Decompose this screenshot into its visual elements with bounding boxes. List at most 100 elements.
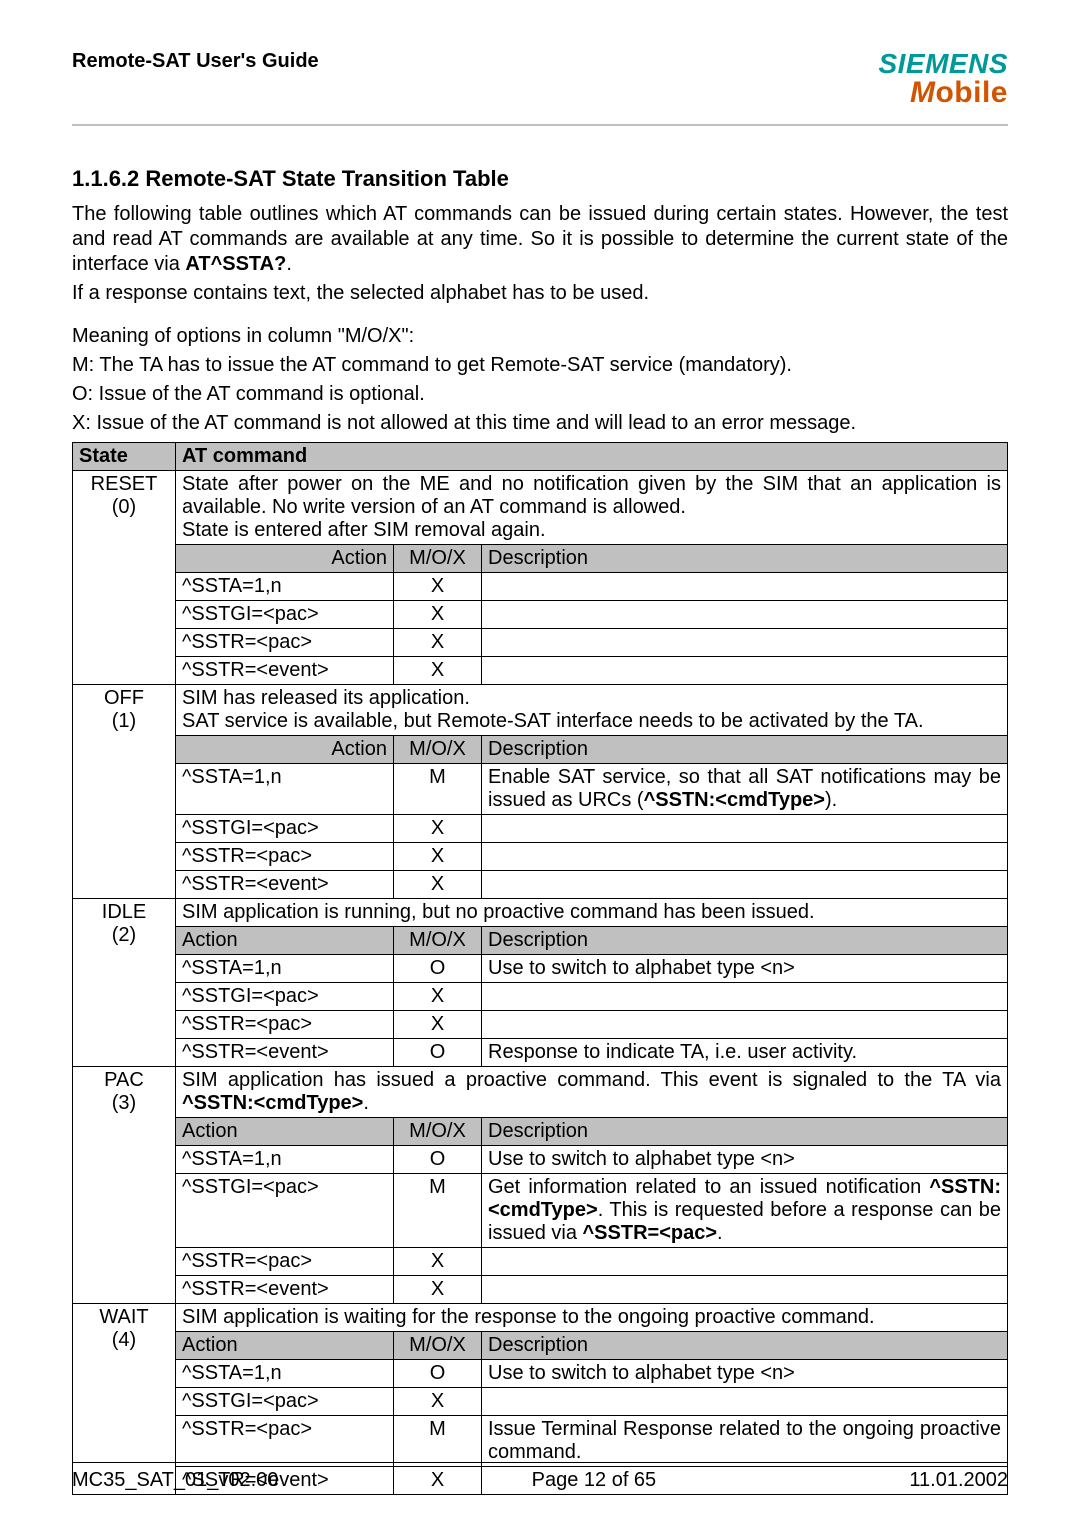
pac-description: SIM application has issued a proactive c… [176,1067,1008,1118]
table-row: ^SSTA=1,n [176,955,394,983]
brand-m: M [910,76,936,109]
meaning-o: O: Issue of the AT command is optional. [72,382,1008,407]
brand-line2: Mobile [878,78,1008,108]
col-mox: M/O/X [394,1332,482,1360]
meaning-head: Meaning of options in column "M/O/X": [72,324,1008,349]
col-action: Action [176,1118,394,1146]
col-description: Description [482,736,1008,764]
footer-left: MC35_SAT_01_v02.00 [72,1469,278,1492]
col-description: Description [482,927,1008,955]
table-row: Get information related to an issued not… [482,1174,1008,1248]
table-row [482,1276,1008,1304]
table-row [482,871,1008,899]
pac-sstgi-end: . [717,1222,723,1244]
table-row: ^SSTA=1,n [176,1146,394,1174]
table-row: Use to switch to alphabet type <n> [482,1146,1008,1174]
table-row: X [394,1388,482,1416]
table-row [482,629,1008,657]
table-row: ^SSTR=<event> [176,657,394,685]
pac-text-a: SIM application has issued a proactive c… [182,1069,1001,1091]
table-row: ^SSTGI=<pac> [176,1388,394,1416]
table-row [482,1248,1008,1276]
intro-text-1-end: . [286,253,292,275]
table-row: ^SSTR=<pac> [176,1416,394,1467]
table-row: ^SSTGI=<pac> [176,601,394,629]
col-action: Action [176,545,394,573]
col-description: Description [482,1118,1008,1146]
table-row: M [394,764,482,815]
table-row [482,815,1008,843]
pac-sstgi-b2: ^SSTR=<pac> [583,1222,718,1244]
col-description: Description [482,1332,1008,1360]
pac-text-bold: ^SSTN:<cmdType> [182,1092,363,1114]
wait-description: SIM application is waiting for the respo… [176,1304,1008,1332]
table-row: Response to indicate TA, i.e. user activ… [482,1039,1008,1067]
brand-rest: obile [935,76,1008,109]
table-row: ^SSTA=1,n [176,573,394,601]
table-row: X [394,1248,482,1276]
table-row: X [394,843,482,871]
table-row: ^SSTR=<event> [176,871,394,899]
intro-bold: AT^SSTA? [185,253,286,275]
col-mox: M/O/X [394,927,482,955]
table-row: ^SSTGI=<pac> [176,1174,394,1248]
table-row: ^SSTR=<event> [176,1276,394,1304]
pac-text-b: . [363,1092,369,1114]
table-row: O [394,1360,482,1388]
table-row: Enable SAT service, so that all SAT noti… [482,764,1008,815]
page-footer: MC35_SAT_01_v02.00 Page 12 of 65 11.01.2… [72,1462,1008,1492]
table-row [482,843,1008,871]
th-state: State [73,443,176,471]
table-row: Use to switch to alphabet type <n> [482,955,1008,983]
intro-paragraph-2: If a response contains text, the selecte… [72,281,1008,306]
table-row: Use to switch to alphabet type <n> [482,1360,1008,1388]
off-ssta-bold: ^SSTN:<cmdType> [644,789,825,811]
state-idle: IDLE(2) [73,899,176,1067]
table-row: ^SSTR=<pac> [176,1011,394,1039]
brand-logo: SIEMENS Mobile [878,50,1008,108]
table-row: ^SSTR=<event> [176,1039,394,1067]
col-mox: M/O/X [394,1118,482,1146]
th-at-command: AT command [176,443,1008,471]
footer-center: Page 12 of 65 [532,1469,657,1492]
state-reset: RESET(0) [73,471,176,685]
col-description: Description [482,545,1008,573]
meaning-m: M: The TA has to issue the AT command to… [72,353,1008,378]
table-row: ^SSTGI=<pac> [176,983,394,1011]
doc-title: Remote-SAT User's Guide [72,50,319,73]
table-row: O [394,955,482,983]
intro-paragraph-1: The following table outlines which AT co… [72,202,1008,277]
col-mox: M/O/X [394,545,482,573]
table-row: X [394,657,482,685]
footer-divider [72,1462,1008,1463]
table-row: ^SSTGI=<pac> [176,815,394,843]
table-row: ^SSTA=1,n [176,764,394,815]
header-divider [72,124,1008,126]
off-description: SIM has released its application.SAT ser… [176,685,1008,736]
table-row: X [394,815,482,843]
table-row: X [394,871,482,899]
col-action: Action [176,736,394,764]
table-row: X [394,1011,482,1039]
table-row: M [394,1416,482,1467]
table-row [482,601,1008,629]
table-row [482,983,1008,1011]
state-off: OFF(1) [73,685,176,899]
transition-table: State AT command RESET(0) State after po… [72,442,1008,1495]
table-row: ^SSTR=<pac> [176,629,394,657]
meaning-x: X: Issue of the AT command is not allowe… [72,411,1008,436]
table-row: M [394,1174,482,1248]
table-row [482,1011,1008,1039]
table-row: X [394,601,482,629]
table-row: ^SSTR=<pac> [176,843,394,871]
off-ssta-b: ). [825,789,837,811]
table-row: ^SSTA=1,n [176,1360,394,1388]
table-row [482,573,1008,601]
brand-line1: SIEMENS [878,50,1008,78]
state-pac: PAC(3) [73,1067,176,1304]
footer-right: 11.01.2002 [909,1469,1008,1492]
table-row: O [394,1039,482,1067]
table-row [482,657,1008,685]
table-row [482,1388,1008,1416]
section-heading: 1.1.6.2 Remote-SAT State Transition Tabl… [72,166,1008,192]
